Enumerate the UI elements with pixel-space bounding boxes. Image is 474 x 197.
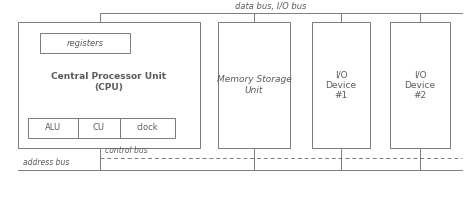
Bar: [28, 118, 78, 138]
Text: data bus, I/O bus: data bus, I/O bus: [235, 2, 307, 11]
Text: control bus: control bus: [105, 146, 148, 155]
Text: Memory Storage
Unit: Memory Storage Unit: [217, 75, 292, 95]
Bar: [390, 22, 450, 148]
Text: Central Processor Unit
(CPU): Central Processor Unit (CPU): [52, 72, 166, 92]
Text: clock: clock: [136, 124, 158, 133]
Text: address bus: address bus: [23, 158, 69, 167]
Bar: [18, 22, 200, 148]
Bar: [218, 22, 290, 148]
Text: CU: CU: [93, 124, 105, 133]
Text: registers: registers: [66, 38, 103, 47]
Bar: [40, 33, 130, 53]
Bar: [78, 118, 120, 138]
Text: I/O
Device
#2: I/O Device #2: [404, 70, 436, 100]
Text: ALU: ALU: [45, 124, 61, 133]
Text: I/O
Device
#1: I/O Device #1: [326, 70, 356, 100]
Bar: [120, 118, 175, 138]
Bar: [312, 22, 370, 148]
